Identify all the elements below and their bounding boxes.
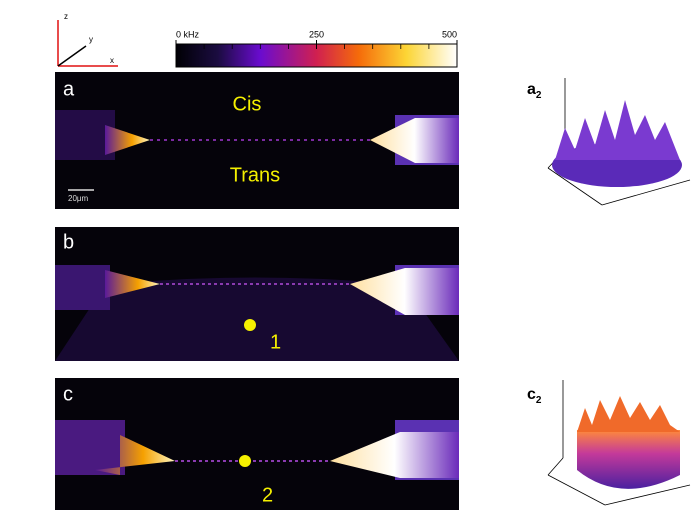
axis-x: x (110, 56, 114, 65)
inset-label: c2 (527, 386, 542, 405)
colorbar-tick-label: 250 (309, 29, 324, 39)
cis-label: Cis (233, 93, 262, 115)
axis-y: y (89, 35, 93, 44)
panel-label: c (63, 383, 73, 405)
point-marker (239, 455, 251, 467)
trans-label: Trans (230, 164, 280, 186)
colorbar-tick-label: 0 kHz (176, 29, 200, 39)
panel-c (55, 378, 459, 510)
point-label: 2 (262, 484, 273, 506)
colorbar-tick-label: 500 (442, 29, 457, 39)
y-arrow (58, 46, 86, 66)
axes-icon (58, 20, 118, 66)
inset-3d-plot (548, 380, 690, 505)
axis-z: z (64, 12, 68, 21)
panel-label: a (63, 78, 75, 100)
point-marker (244, 319, 256, 331)
inset-3d-plot (548, 78, 690, 205)
point-label: 1 (270, 331, 281, 353)
scale-bar-label: 20μm (68, 194, 89, 203)
panel-b (55, 227, 459, 361)
panel-label: b (63, 231, 74, 253)
figure: z y x 0 kHz 250 500 a Cis Trans 20μm b 1 (0, 0, 692, 510)
inset-label: a2 (527, 81, 542, 100)
